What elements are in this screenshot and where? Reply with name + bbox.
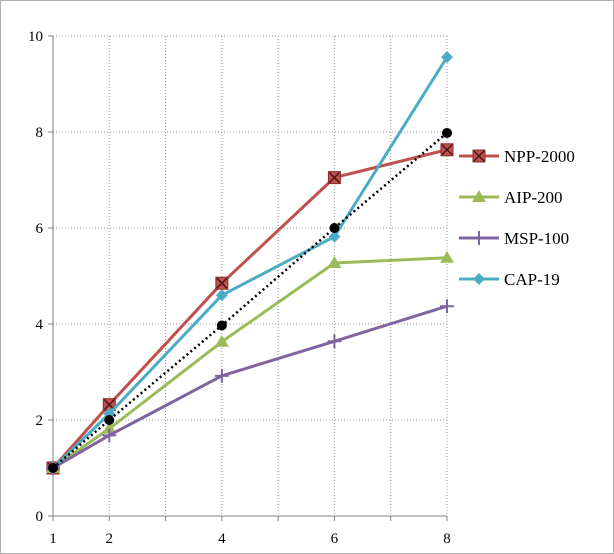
legend-label-npp-2000: NPP-2000: [504, 147, 575, 166]
x-tick-label: 4: [218, 531, 226, 547]
data-point-cap-19: [215, 289, 228, 302]
data-point-aip-200: [102, 421, 117, 434]
data-point-npp-2000-cross: [441, 144, 453, 156]
legend-marker-npp-2000-cross: [473, 150, 485, 162]
data-point-reference: [442, 127, 452, 138]
data-point-aip-200: [214, 334, 229, 347]
series-reference: [48, 127, 452, 473]
legend-item-aip-200: AIP-200: [459, 188, 563, 207]
data-point-cap-19: [328, 230, 341, 243]
data-point-reference: [48, 463, 58, 473]
legend-label-aip-200: AIP-200: [504, 188, 563, 207]
y-tick-label: 2: [36, 413, 44, 429]
data-point-npp-2000-cross: [103, 399, 115, 411]
y-tick-label: 0: [36, 509, 44, 525]
legend: NPP-2000 AIP-200 MSP-100 CAP-19: [459, 147, 575, 289]
y-tick-label: 10: [28, 29, 43, 45]
x-tick-label: 1: [49, 531, 57, 547]
series-lines: [46, 51, 454, 475]
data-point-aip-200: [327, 256, 342, 269]
data-point-reference: [216, 320, 227, 331]
legend-label-msp-100: MSP-100: [504, 229, 569, 248]
legend-item-msp-100: MSP-100: [459, 229, 569, 248]
legend-marker-aip-200: [472, 190, 486, 202]
x-tick-label: 8: [443, 531, 451, 547]
plot-area: [53, 36, 447, 516]
data-point-aip-200: [440, 250, 454, 263]
y-tick-label: 6: [36, 221, 44, 237]
legend-marker-cap-19: [473, 273, 485, 285]
y-tick-label: 8: [36, 125, 44, 141]
x-tick-label: 2: [106, 531, 114, 547]
data-point-npp-2000-cross: [216, 277, 228, 289]
data-point-npp-2000-cross: [328, 172, 340, 184]
y-tick-label: 4: [36, 317, 44, 333]
data-point-reference: [329, 223, 340, 233]
legend-label-cap-19: CAP-19: [504, 270, 560, 289]
legend-item-cap-19: CAP-19: [459, 270, 560, 289]
data-point-cap-19: [441, 51, 453, 64]
legend-item-npp-2000: NPP-2000: [459, 147, 575, 166]
data-point-reference: [104, 415, 115, 425]
x-tick-label: 6: [331, 531, 339, 547]
